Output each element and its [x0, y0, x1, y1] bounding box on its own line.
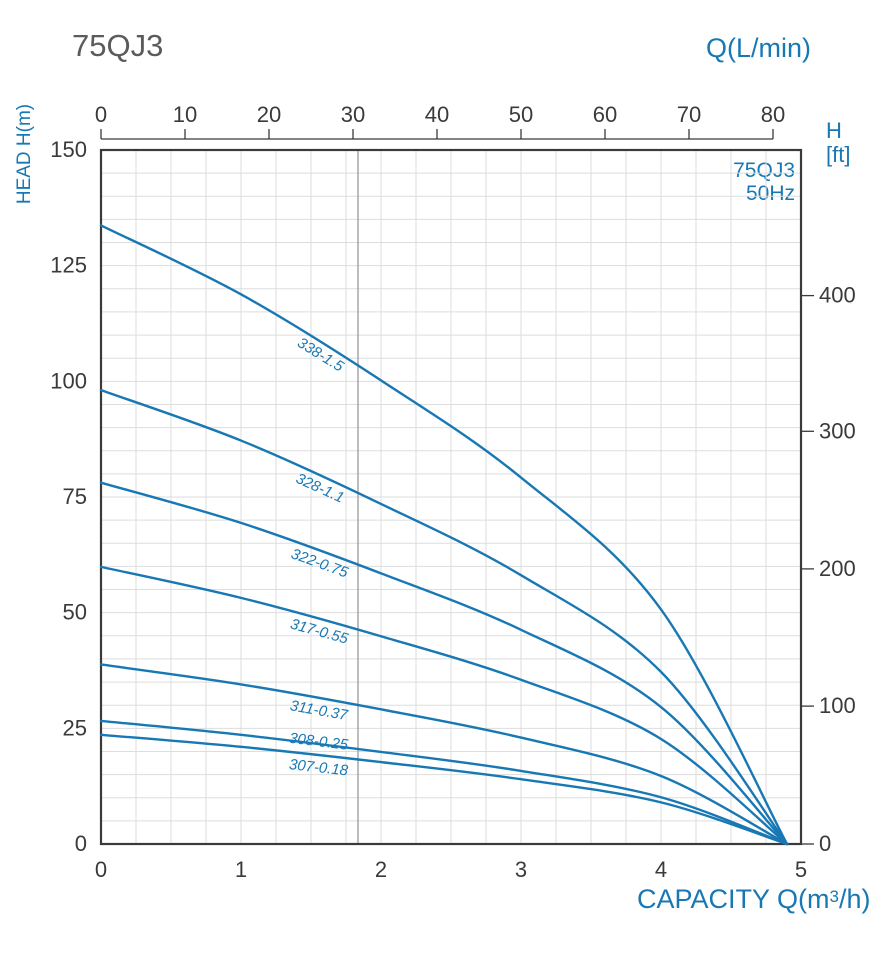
svg-text:0: 0	[95, 102, 107, 127]
svg-text:50: 50	[509, 102, 533, 127]
svg-text:300: 300	[819, 418, 856, 443]
svg-text:75QJ3: 75QJ3	[72, 28, 163, 63]
svg-text:317-0.55: 317-0.55	[288, 616, 350, 648]
svg-text:10: 10	[173, 102, 197, 127]
svg-text:100: 100	[819, 693, 856, 718]
svg-text:2: 2	[375, 857, 387, 882]
svg-text:50: 50	[63, 600, 87, 625]
svg-text:30: 30	[341, 102, 365, 127]
svg-text:CAPACITY Q(m3/h): CAPACITY Q(m3/h)	[637, 884, 871, 914]
svg-text:125: 125	[50, 253, 87, 278]
svg-text:HEAD H(m): HEAD H(m)	[14, 104, 35, 204]
svg-text:80: 80	[761, 102, 785, 127]
svg-text:[ft]: [ft]	[826, 142, 850, 167]
svg-text:Q(L/min): Q(L/min)	[706, 33, 811, 63]
svg-text:75QJ3: 75QJ3	[733, 159, 795, 182]
svg-text:3: 3	[515, 857, 527, 882]
svg-text:307-0.18: 307-0.18	[288, 756, 349, 779]
svg-text:75: 75	[63, 484, 87, 509]
svg-text:5: 5	[795, 857, 807, 882]
svg-text:200: 200	[819, 556, 856, 581]
svg-text:100: 100	[50, 368, 87, 393]
svg-text:4: 4	[655, 857, 667, 882]
svg-text:0: 0	[95, 857, 107, 882]
svg-text:20: 20	[257, 102, 281, 127]
svg-text:1: 1	[235, 857, 247, 882]
svg-text:25: 25	[63, 715, 87, 740]
svg-text:50Hz: 50Hz	[746, 182, 795, 205]
svg-text:150: 150	[50, 137, 87, 162]
svg-text:70: 70	[677, 102, 701, 127]
svg-text:400: 400	[819, 283, 856, 308]
svg-text:60: 60	[593, 102, 617, 127]
svg-text:H: H	[826, 118, 842, 143]
svg-text:0: 0	[75, 831, 87, 856]
svg-text:308-0.25: 308-0.25	[288, 730, 349, 754]
svg-text:40: 40	[425, 102, 449, 127]
svg-text:0: 0	[819, 831, 831, 856]
